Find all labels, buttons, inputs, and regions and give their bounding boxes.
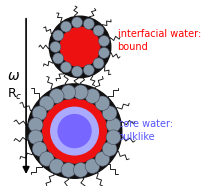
Text: $\omega$: $\omega$ [7,69,20,83]
Circle shape [72,17,83,28]
Circle shape [85,159,100,174]
Circle shape [49,16,111,78]
Text: interfacial water:
bound: interfacial water: bound [118,29,201,52]
Text: R$_c$: R$_c$ [7,87,22,102]
Circle shape [83,64,94,76]
Circle shape [95,96,110,111]
Circle shape [60,27,100,67]
Circle shape [32,106,47,121]
Circle shape [99,47,110,58]
Circle shape [106,130,121,145]
Circle shape [40,152,54,166]
Text: core water:
bulklike: core water: bulklike [118,119,173,142]
Circle shape [49,159,64,174]
Circle shape [61,62,72,73]
Circle shape [102,106,117,121]
Circle shape [95,152,110,166]
Circle shape [83,18,94,29]
Circle shape [40,96,54,111]
Circle shape [28,118,43,132]
Circle shape [28,130,43,145]
Circle shape [106,118,121,132]
Circle shape [51,107,98,155]
Circle shape [85,89,100,103]
Circle shape [53,30,64,41]
Circle shape [61,21,72,32]
Circle shape [61,85,76,100]
Circle shape [32,142,47,156]
Circle shape [73,163,88,177]
Circle shape [50,41,61,52]
Circle shape [43,99,106,163]
Circle shape [73,85,88,100]
Circle shape [27,84,122,178]
Circle shape [72,66,83,77]
Circle shape [93,25,104,36]
Circle shape [53,53,64,64]
Circle shape [58,115,91,148]
Circle shape [93,58,104,69]
Circle shape [99,36,110,46]
Circle shape [61,163,76,177]
Circle shape [102,142,117,156]
Circle shape [49,89,64,103]
